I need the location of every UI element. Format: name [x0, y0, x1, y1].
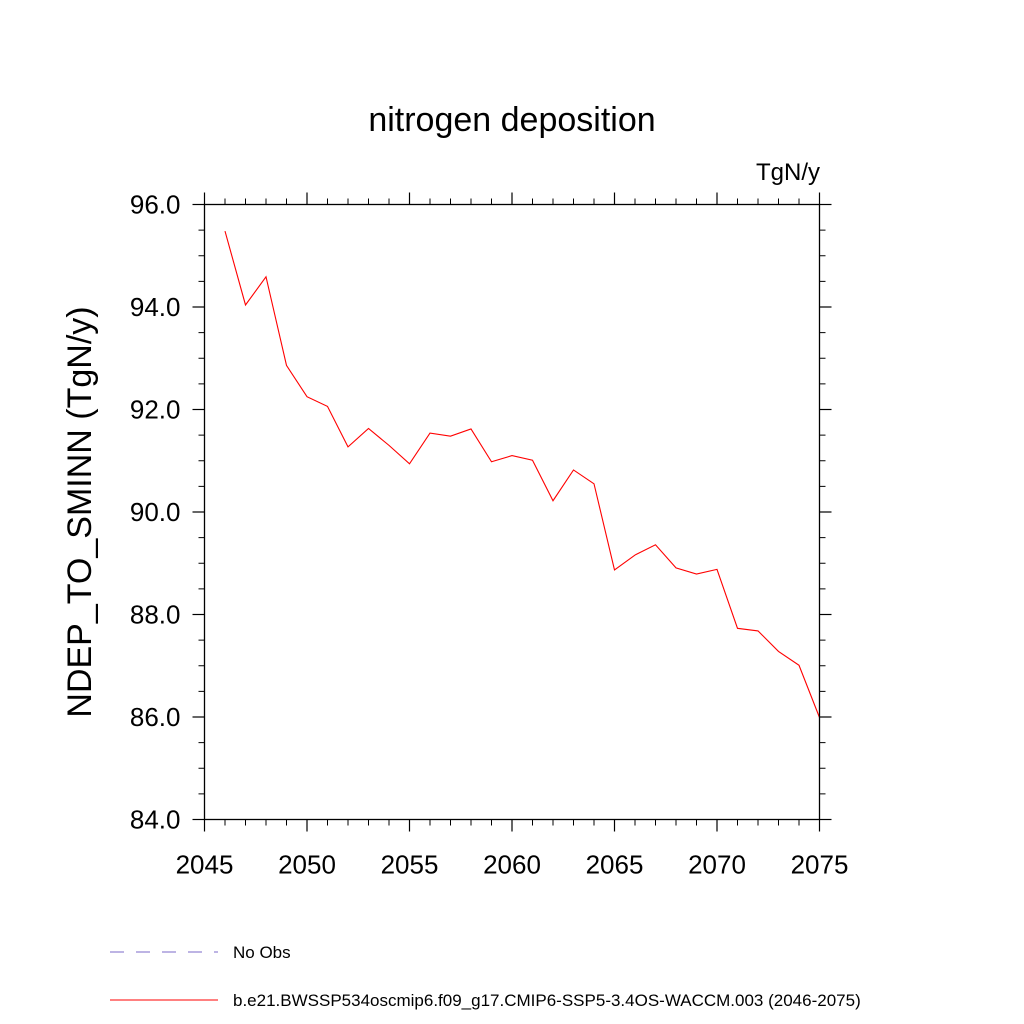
- legend-label: b.e21.BWSSP534oscmip6.f09_g17.CMIP6-SSP5…: [233, 991, 861, 1010]
- y-tick-label: 86.0: [130, 702, 181, 732]
- x-tick-label: 2050: [278, 850, 336, 880]
- x-tick-label: 2060: [483, 850, 541, 880]
- series-line: [224, 231, 821, 718]
- series-group: [224, 231, 821, 718]
- legend-label: No Obs: [233, 943, 291, 962]
- x-tick-label: 2045: [176, 850, 234, 880]
- x-tick-label: 2075: [791, 850, 849, 880]
- y-tick-label: 84.0: [130, 805, 181, 835]
- y-tick-label: 94.0: [130, 292, 181, 322]
- y-tick-label: 88.0: [130, 600, 181, 630]
- x-tick-label: 2065: [586, 850, 644, 880]
- plot-frame: [203, 203, 821, 821]
- y-tick-label: 92.0: [130, 395, 181, 425]
- y-tick-label: 90.0: [130, 497, 181, 527]
- x-tick-label: 2070: [688, 850, 746, 880]
- y-axis-label: NDEP_TO_SMINN (TgN/y): [61, 306, 99, 717]
- y-tick-label: 96.0: [130, 190, 181, 220]
- axis-ticks: [192, 192, 832, 832]
- chart-title: nitrogen deposition: [368, 101, 655, 139]
- x-tick-label: 2055: [381, 850, 439, 880]
- units-label: TgN/y: [756, 159, 820, 186]
- axis-tick-labels: 2045 2050 2055 2060 2065 2070 2075 84.0 86.0 88.0…: [130, 190, 849, 880]
- legend: No Obs b.e21.BWSSP534oscmip6.f09_g17.CMIP…: [110, 943, 861, 1010]
